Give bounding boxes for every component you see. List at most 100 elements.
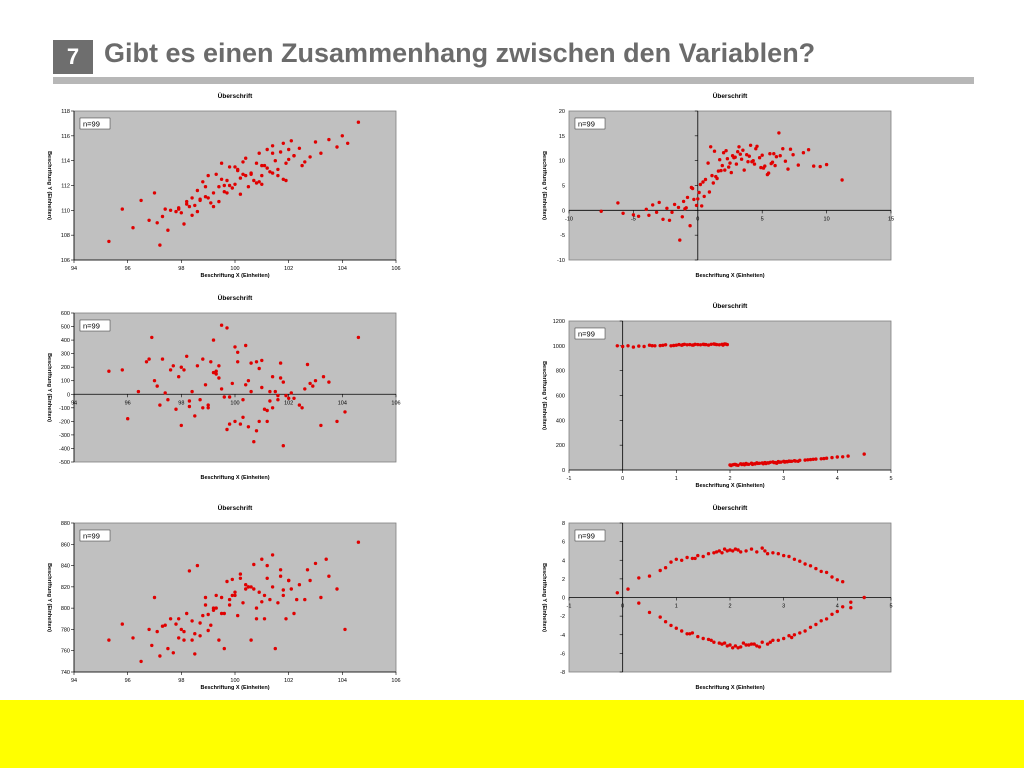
data-point	[761, 166, 766, 170]
x-tick-label: 1	[675, 476, 678, 482]
data-point	[195, 188, 200, 193]
data-point	[747, 643, 751, 647]
n-label-box	[574, 529, 606, 542]
scatter-chart-5: 94 96 98 100 102 104 106 740 760 780 800 820 840 860 8…	[46, 503, 401, 691]
data-point	[616, 201, 620, 205]
data-point	[147, 218, 151, 222]
n-label: n=99	[578, 330, 595, 339]
data-point	[818, 164, 822, 169]
data-point	[260, 385, 264, 390]
data-point	[201, 357, 205, 361]
data-point	[219, 387, 224, 391]
data-point	[782, 553, 786, 558]
data-point	[761, 462, 765, 466]
data-point	[835, 609, 839, 614]
data-point	[278, 361, 283, 365]
data-point	[663, 566, 668, 570]
plot-area	[568, 110, 892, 261]
data-point	[214, 172, 218, 176]
data-point	[300, 163, 304, 168]
data-point	[206, 403, 210, 407]
x-tick-label: 2	[728, 604, 731, 610]
y-tick-label: -5	[560, 233, 565, 239]
y-tick-label: 500	[61, 325, 70, 331]
data-point	[631, 345, 636, 349]
data-point	[203, 195, 208, 199]
x-tick-label: 98	[178, 266, 184, 272]
data-point	[702, 342, 706, 347]
y-tick-label: 740	[61, 670, 70, 676]
data-point	[187, 399, 192, 403]
x-tick-label: 94	[71, 678, 77, 684]
data-point	[262, 163, 267, 168]
data-point	[785, 460, 790, 464]
data-point	[292, 396, 296, 400]
data-point	[219, 177, 224, 181]
y-axis-label: Beschriftung Y (Einheiten)	[46, 353, 52, 422]
data-point	[787, 634, 791, 638]
data-point	[685, 343, 689, 347]
y-tick-label: -400	[59, 446, 70, 452]
data-point	[185, 611, 189, 616]
data-point	[803, 458, 807, 462]
data-point	[714, 550, 719, 554]
data-point	[768, 640, 772, 644]
data-point	[281, 380, 285, 384]
data-point	[273, 159, 277, 163]
y-tick-label: 0	[562, 596, 565, 602]
data-point	[676, 205, 681, 210]
data-point	[276, 601, 280, 605]
data-point	[661, 217, 665, 221]
data-point	[811, 457, 815, 461]
data-point	[672, 202, 677, 207]
data-point	[254, 181, 259, 185]
data-point	[841, 455, 845, 459]
data-point	[270, 585, 275, 589]
n-label: n=99	[83, 322, 100, 331]
data-point	[182, 368, 186, 372]
data-point	[278, 568, 283, 572]
data-point	[287, 157, 291, 162]
data-point	[752, 642, 756, 646]
data-point	[776, 638, 780, 642]
data-point	[696, 634, 700, 639]
data-point	[270, 151, 275, 155]
data-point	[233, 165, 237, 169]
data-point	[688, 224, 692, 228]
data-point	[738, 152, 742, 156]
data-point	[798, 631, 802, 635]
data-point	[644, 207, 648, 211]
data-point	[273, 646, 277, 651]
data-point	[725, 157, 730, 161]
data-point	[637, 344, 641, 348]
data-point	[319, 595, 323, 600]
data-point	[244, 383, 248, 387]
data-point	[734, 162, 739, 166]
n-label-box	[79, 117, 111, 130]
data-point	[225, 191, 229, 195]
data-point	[198, 634, 202, 638]
y-tick-label: 112	[61, 184, 70, 190]
data-point	[776, 552, 780, 556]
data-point	[691, 343, 696, 347]
plot-area	[568, 320, 892, 471]
data-point	[139, 659, 143, 664]
data-point	[211, 606, 216, 610]
data-point	[663, 343, 668, 347]
data-point	[343, 410, 347, 414]
data-point	[701, 554, 705, 559]
data-point	[254, 360, 259, 364]
y-tick-label: 6	[562, 540, 565, 546]
data-point	[182, 629, 186, 634]
data-point	[308, 578, 312, 583]
data-point	[268, 597, 272, 602]
data-point	[193, 203, 197, 208]
data-point	[281, 444, 285, 448]
data-point	[257, 590, 261, 594]
y-tick-label: 800	[61, 606, 70, 612]
data-point	[759, 165, 763, 170]
x-tick-label: 102	[284, 266, 293, 272]
data-point	[222, 190, 226, 194]
data-point	[766, 461, 771, 465]
data-point	[796, 163, 800, 167]
